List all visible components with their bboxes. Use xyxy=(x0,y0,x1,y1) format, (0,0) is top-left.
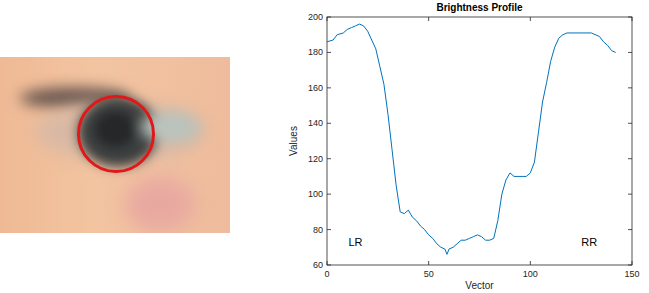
pupil xyxy=(95,112,135,147)
x-axis-label: Vector xyxy=(465,280,494,291)
y-tick-label: 120 xyxy=(308,154,323,164)
y-tick xyxy=(327,123,331,124)
x-tick-label: 50 xyxy=(424,269,434,279)
title: Brightness Profile xyxy=(436,2,523,13)
annotation: RR xyxy=(581,236,597,248)
x-tick-top xyxy=(632,17,633,21)
x-tick-top xyxy=(327,17,328,21)
x-tick-top xyxy=(530,17,531,21)
y-tick-label: 160 xyxy=(308,83,323,93)
y-tick xyxy=(327,17,331,18)
cheek xyxy=(125,177,195,232)
x-tick-top xyxy=(428,17,429,21)
y-tick-right xyxy=(628,17,632,18)
y-tick-label: 100 xyxy=(308,189,323,199)
y-tick-right xyxy=(628,158,632,159)
y-tick-label: 180 xyxy=(308,47,323,57)
eye-photo xyxy=(0,57,230,233)
series-group xyxy=(327,24,616,254)
x-tick xyxy=(428,261,429,265)
chart: 0 50 100 150 60 80 100 120 140 160 180 200 Brightnes… xyxy=(0,0,649,293)
y-tick xyxy=(327,52,331,53)
y-tick-label: 140 xyxy=(308,118,323,128)
plot-frame xyxy=(327,17,632,265)
y-axis-label: Values xyxy=(288,126,299,156)
x-tick xyxy=(632,261,633,265)
y-tick-right xyxy=(628,123,632,124)
x-tick-label: 0 xyxy=(324,269,329,279)
y-tick-right xyxy=(628,194,632,195)
x-tick-label: 100 xyxy=(523,269,538,279)
y-tick xyxy=(327,265,331,266)
brightness-line xyxy=(327,24,616,254)
y-tick-right xyxy=(628,265,632,266)
annotation: LR xyxy=(348,236,362,248)
y-tick-right xyxy=(628,87,632,88)
y-tick xyxy=(327,229,331,230)
y-tick-label: 80 xyxy=(313,225,323,235)
y-tick xyxy=(327,87,331,88)
y-tick xyxy=(327,158,331,159)
x-tick-label: 150 xyxy=(624,269,639,279)
y-tick xyxy=(327,194,331,195)
y-tick-label: 60 xyxy=(313,260,323,270)
y-tick-right xyxy=(628,52,632,53)
y-tick-label: 200 xyxy=(308,12,323,22)
highlight-circle xyxy=(77,95,155,173)
x-tick xyxy=(530,261,531,265)
y-tick-right xyxy=(628,229,632,230)
x-tick xyxy=(327,261,328,265)
sclera xyxy=(140,112,200,142)
